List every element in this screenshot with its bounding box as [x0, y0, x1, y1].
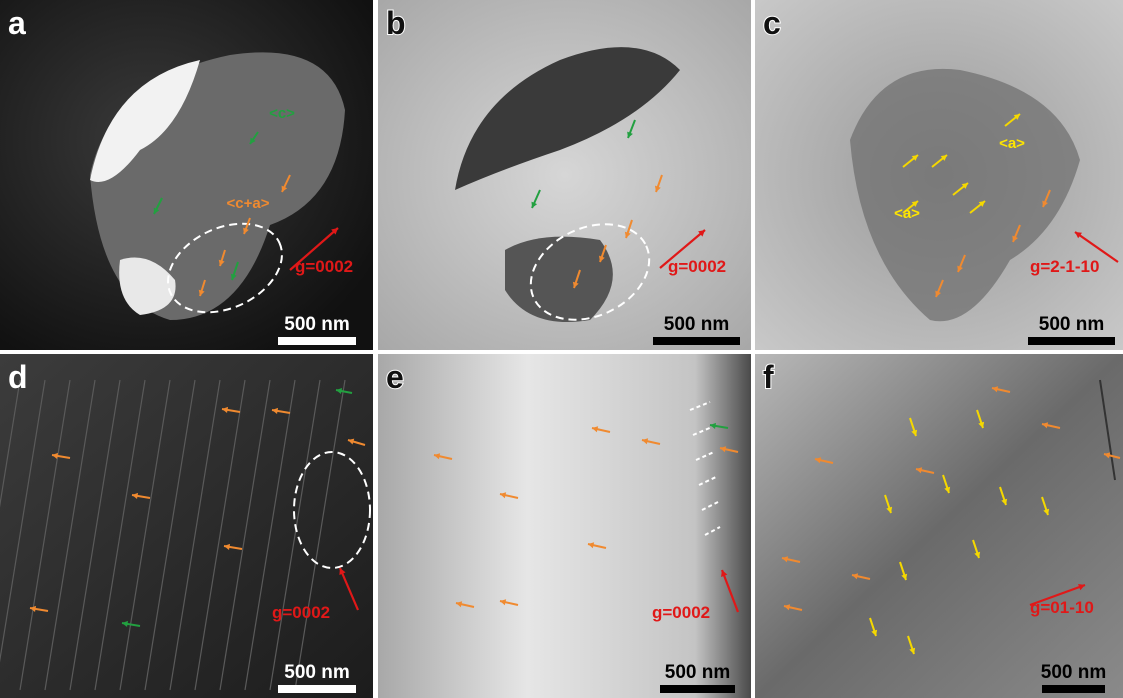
panel-label: a: [8, 5, 26, 41]
panel-label: b: [386, 5, 406, 41]
micrograph: [755, 354, 1123, 698]
g-vector: g=2-1-10: [1030, 257, 1099, 276]
g-vector: g=01-10: [1030, 598, 1094, 617]
g-vector: g=0002: [295, 257, 353, 276]
annotation: <a>: [999, 135, 1025, 152]
g-vector: g=0002: [652, 603, 710, 622]
g-vector: g=0002: [272, 603, 330, 622]
g-vector: g=0002: [668, 257, 726, 276]
panel-label: c: [763, 5, 781, 41]
scale-bar-label: 500 nm: [664, 314, 729, 335]
scale-bar-label: 500 nm: [284, 662, 349, 683]
micrograph: [378, 354, 751, 698]
scale-bar: [278, 685, 356, 693]
scale-bar-label: 500 nm: [1039, 314, 1104, 335]
annotation: <c+a>: [227, 195, 270, 212]
micrograph: [0, 354, 373, 698]
scale-bar: [653, 337, 740, 345]
annotation: <a>: [894, 205, 920, 222]
scale-bar: [278, 337, 356, 345]
scale-bar: [1028, 337, 1115, 345]
panel-label: e: [386, 359, 404, 395]
scale-bar: [660, 685, 735, 693]
scale-bar-label: 500 nm: [665, 662, 730, 683]
panel-label: d: [8, 359, 28, 395]
scale-bar-label: 500 nm: [1041, 662, 1106, 683]
panel-label: f: [763, 359, 774, 395]
scale-bar-label: 500 nm: [284, 314, 349, 335]
scale-bar: [1042, 685, 1105, 693]
annotation: <c>: [269, 105, 295, 122]
figure: a g=0002 500 nm <c> <c+a> b g=0002 500 nm c g=2-1…: [0, 0, 1123, 698]
